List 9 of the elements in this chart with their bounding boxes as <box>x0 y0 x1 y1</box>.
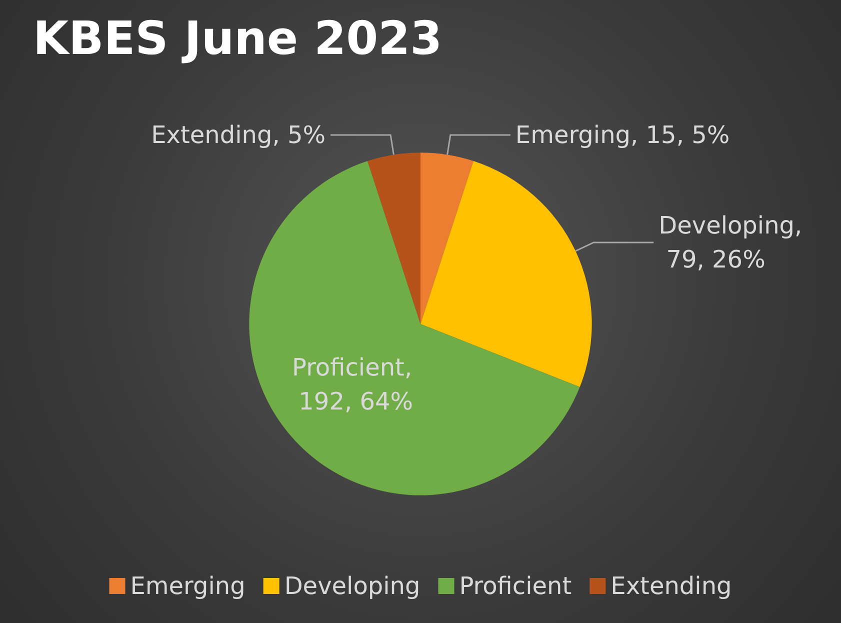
legend-label: Developing <box>284 572 420 600</box>
data-label: Proficient, 192, 64% <box>292 354 420 416</box>
data-label: Extending, 5% <box>151 120 326 149</box>
data-label: Emerging, 15, 5% <box>515 120 730 149</box>
legend-label: Extending <box>610 572 732 600</box>
chart-title: KBES June 2023 <box>33 11 442 65</box>
data-label: Developing, 79, 26% <box>658 212 802 274</box>
legend-label: Emerging <box>130 572 246 600</box>
legend-label: Proficient <box>459 572 572 600</box>
